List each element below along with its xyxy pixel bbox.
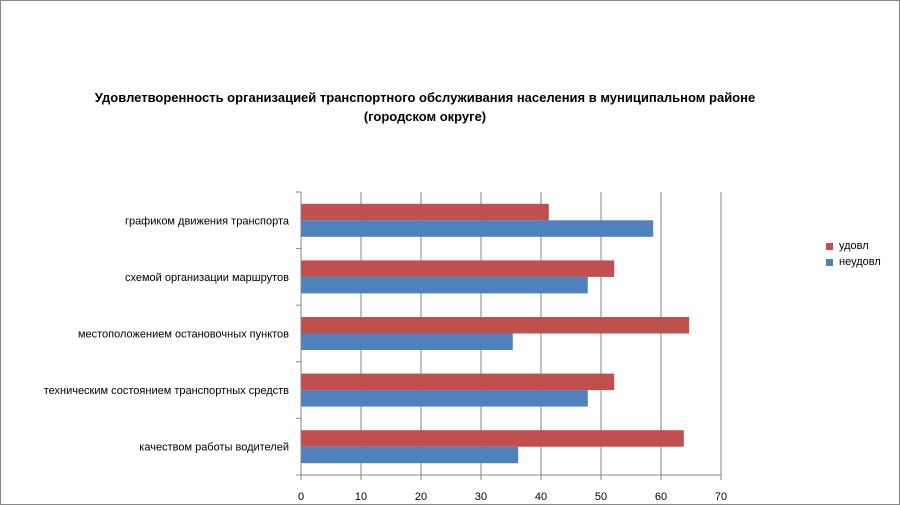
legend-item-neudovl: неудовл: [826, 254, 881, 270]
legend-swatch-neudovl: [826, 258, 833, 266]
legend-swatch-udovl: [826, 242, 833, 250]
bar-neudovl-0: [301, 220, 654, 237]
bar-neudovl-2: [301, 333, 513, 350]
x-tick-label-2: 20: [415, 491, 427, 503]
legend-label-neudovl: неудовл: [839, 256, 881, 268]
legend-label-udovl: удовл: [839, 240, 869, 252]
x-tick-label-0: 0: [298, 491, 304, 503]
bar-udovl-3: [301, 373, 615, 391]
x-tick-label-5: 50: [595, 491, 607, 503]
bar-udovl-1: [301, 260, 615, 277]
chart-legend: удовл неудовл: [826, 238, 881, 270]
category-label-2: местоположением остановочных пунктов: [78, 329, 289, 341]
bar-udovl-0: [301, 203, 549, 221]
x-tick-label-1: 10: [355, 491, 367, 503]
bar-neudovl-4: [301, 446, 519, 464]
x-tick-label-4: 40: [535, 491, 547, 503]
bar-udovl-4: [301, 430, 684, 447]
legend-item-udovl: удовл: [826, 238, 881, 254]
bar-udovl-2: [301, 317, 690, 334]
category-label-1: схемой организации маршрутов: [125, 272, 289, 284]
chart-title-line-1: Удовлетворенность организацией транспорт…: [94, 90, 756, 105]
x-tick-label-6: 60: [655, 491, 667, 503]
x-tick-label-7: 70: [715, 491, 727, 503]
bar-neudovl-3: [301, 390, 588, 407]
x-tick-label-3: 30: [475, 491, 487, 503]
category-label-3: техническим состоянием транспортных сред…: [44, 385, 289, 397]
chart-title-line-2: (городском округе): [363, 109, 487, 124]
category-label-0: графиком движения транспорта: [125, 215, 290, 227]
category-label-4: качеством работы водителей: [139, 442, 289, 454]
chart-title: Удовлетворенность организацией транспорт…: [60, 88, 790, 126]
bar-neudovl-1: [301, 276, 588, 294]
